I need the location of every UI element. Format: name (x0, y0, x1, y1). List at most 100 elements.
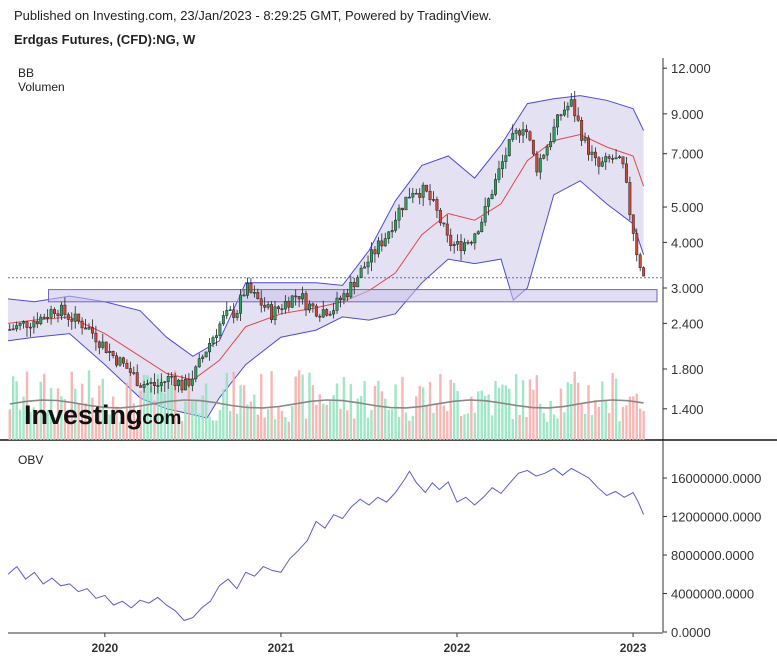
candle (132, 366, 136, 376)
volume-bar (353, 418, 356, 440)
candle (266, 301, 270, 310)
candle (435, 196, 439, 219)
candle (542, 153, 546, 160)
volume-bar (359, 396, 363, 440)
volume-bar (266, 409, 270, 440)
price-axis: 12.000 9.000 7.000 5.000 4.000 3.000 2.400 1.80… (663, 61, 711, 417)
candle (228, 305, 232, 312)
volume-bar (15, 381, 18, 440)
volume-bar (425, 405, 428, 440)
volume-bars (8, 370, 645, 440)
volume-bar (308, 372, 311, 440)
candle (287, 296, 291, 312)
volume-bar (225, 372, 228, 440)
volume-bar (170, 384, 173, 440)
candle (225, 301, 229, 320)
volume-bar (239, 385, 242, 440)
volume-bar (404, 412, 408, 440)
candle (521, 121, 525, 144)
candle (414, 188, 418, 195)
volume-bar (211, 420, 215, 440)
candle (166, 372, 170, 389)
volume-bar (201, 395, 204, 440)
candle (394, 211, 398, 233)
candle (397, 204, 401, 229)
volume-bar (587, 385, 590, 440)
candle (256, 288, 260, 300)
support-zone (8, 277, 663, 303)
volume-bar (332, 395, 335, 440)
volume-bar (229, 411, 232, 440)
volume-bar (542, 412, 545, 440)
candle (642, 266, 646, 277)
volume-bar (638, 408, 642, 440)
volume-bar (473, 412, 477, 440)
volume-bar (36, 409, 39, 440)
support-zone-rect (47, 289, 658, 303)
candle (197, 353, 201, 368)
bb-fill (8, 95, 644, 419)
volume-bar (177, 413, 180, 440)
candle (356, 275, 360, 288)
volume-bar (518, 415, 521, 440)
volume-bar (208, 416, 211, 440)
volume-bar (242, 385, 246, 440)
candle (135, 364, 139, 387)
candle (59, 302, 63, 321)
volume-bar (277, 405, 280, 440)
candle (304, 290, 308, 316)
candle (70, 312, 74, 330)
candle (497, 160, 501, 183)
candle (84, 319, 88, 330)
candle (190, 370, 194, 392)
volume-bar (511, 418, 514, 440)
candle (576, 107, 580, 123)
volume-bar (466, 413, 470, 440)
volume-bar (29, 412, 32, 440)
volume-bar (280, 410, 284, 440)
candle (442, 222, 446, 227)
volume-bar (108, 414, 111, 440)
volume-bar (504, 385, 508, 440)
candle (108, 343, 112, 361)
volume-bar (105, 420, 108, 440)
volume-bar (139, 390, 142, 440)
candle (480, 217, 484, 233)
volume-bar (98, 385, 101, 440)
price-tick-label: 1.400 (671, 402, 704, 417)
watermark-suffix: .com (137, 408, 181, 429)
volume-bar (136, 418, 139, 440)
candle (97, 340, 101, 355)
candle (569, 93, 573, 108)
volume-bar (532, 389, 535, 440)
candle (87, 323, 91, 330)
volume-bar (590, 415, 594, 440)
obv-tick-label: 4000000.0000 (671, 587, 754, 602)
volume-bar (149, 386, 153, 440)
candle (407, 187, 411, 199)
candle (538, 153, 542, 180)
candle (194, 365, 198, 383)
volume-bar (539, 403, 542, 440)
candle (383, 232, 387, 247)
candle (183, 374, 187, 391)
candle (507, 139, 511, 157)
candle (624, 156, 628, 184)
volume-bar (397, 417, 401, 440)
volume-bar (198, 413, 201, 440)
candle (552, 118, 556, 144)
candle (469, 240, 473, 246)
volume-bar (394, 384, 397, 440)
candle (614, 149, 618, 160)
candle (242, 289, 246, 297)
candle (301, 286, 305, 305)
candle (328, 310, 332, 317)
volume-bar (459, 416, 463, 440)
candle (239, 289, 243, 321)
candle (8, 324, 12, 331)
candle (35, 312, 39, 329)
time-tick-label: 2022 (444, 641, 471, 655)
bb-upper-band (7, 95, 645, 357)
volume-bar (525, 417, 528, 440)
candle (363, 261, 367, 269)
